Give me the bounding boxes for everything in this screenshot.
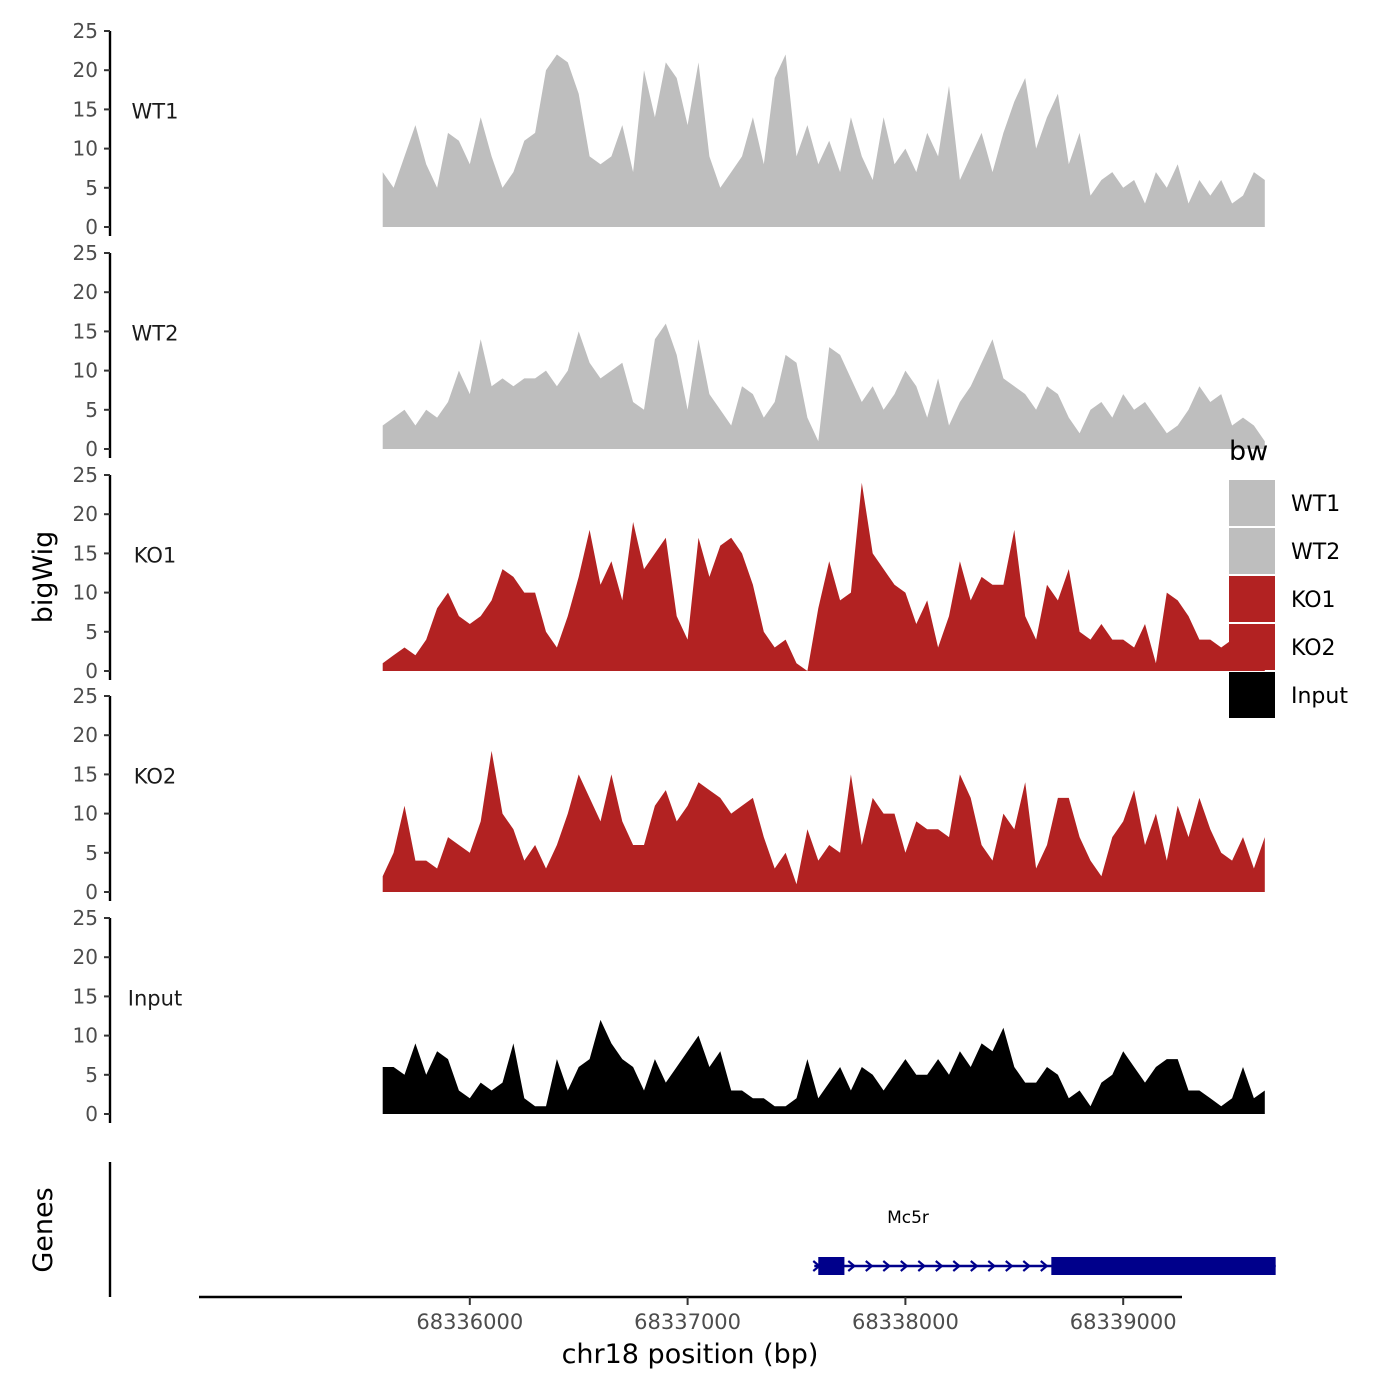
y-tick-label-wt1-10: 10 <box>73 137 98 161</box>
y-tick-label-wt1-20: 20 <box>73 58 98 82</box>
area-wt2 <box>382 323 1265 449</box>
y-tick-label-ko1-0: 0 <box>85 659 98 683</box>
gene-strand-arrow <box>952 1260 961 1272</box>
y-tick-label-ko2-5: 5 <box>85 841 98 865</box>
legend-label-ko1: KO1 <box>1291 588 1336 613</box>
y-tick-label-ko1-15: 15 <box>73 541 98 565</box>
y-tick-label-ko1-10: 10 <box>73 581 98 605</box>
area-ko2 <box>382 750 1265 892</box>
y-tick-label-wt2-20: 20 <box>73 280 98 304</box>
gene-model-mc5r <box>812 1257 1276 1275</box>
y-tick-label-input-15: 15 <box>73 984 98 1008</box>
track-ko2: 0 5 10 15 20 25 KO2 <box>73 684 1265 904</box>
track-ko1: 0 5 10 15 20 25 KO1 <box>73 463 1265 683</box>
x-axis: 68336000 68337000 68338000 68339000 <box>199 1295 1182 1334</box>
track-label-wt1: WT1 <box>132 99 179 123</box>
gene-strand-arrow <box>917 1260 926 1272</box>
legend-label-wt2: WT2 <box>1291 540 1340 565</box>
track-wt1: 0 5 10 15 20 25 WT1 <box>73 19 1265 239</box>
x-axis-title: chr18 position (bp) <box>562 1339 819 1370</box>
y-tick-label-wt2-5: 5 <box>85 398 98 422</box>
y-tick-label-wt1-25: 25 <box>73 19 98 43</box>
coverage-tracks: 0510152025WT10510152025WT20510152025KO10… <box>73 19 1265 1126</box>
y-tick-label-wt1-15: 15 <box>73 97 98 121</box>
y-tick-label-wt1-0: 0 <box>85 215 98 239</box>
track-label-wt2: WT2 <box>132 321 179 345</box>
gene-strand-arrow <box>865 1260 874 1272</box>
gene-strand-arrow <box>935 1260 944 1272</box>
x-tick-label-68336000: 68336000 <box>416 1310 523 1334</box>
track-label-input: Input <box>128 986 182 1010</box>
area-wt1 <box>382 54 1265 227</box>
y-tick-label-ko1-20: 20 <box>73 502 98 526</box>
y-tick-label-input-25: 25 <box>73 906 98 930</box>
legend: bw WT1 WT2 KO1 KO2 Input <box>1229 436 1348 718</box>
y-tick-label-input-20: 20 <box>73 945 98 969</box>
gene-strand-arrow <box>882 1260 891 1272</box>
track-input: 0 5 10 15 20 25 Input <box>73 906 1265 1126</box>
legend-label-ko2: KO2 <box>1291 636 1336 661</box>
gene-strand-arrow <box>1022 1260 1031 1272</box>
y-tick-label-wt2-15: 15 <box>73 319 98 343</box>
genes-track: Genes Mc5r <box>28 1162 1276 1297</box>
y-tick-label-ko2-25: 25 <box>73 684 98 708</box>
genes-track-label: Genes <box>28 1187 59 1272</box>
gene-name-label: Mc5r <box>887 1208 929 1228</box>
y-tick-label-input-10: 10 <box>73 1024 98 1048</box>
y-tick-label-ko2-20: 20 <box>73 723 98 747</box>
y-tick-label-wt2-0: 0 <box>85 437 98 461</box>
legend-label-wt1: WT1 <box>1291 492 1340 517</box>
legend-title: bw <box>1229 436 1268 467</box>
gene-strand-arrow <box>847 1260 856 1272</box>
track-label-ko1: KO1 <box>134 543 177 567</box>
y-tick-label-wt1-5: 5 <box>85 176 98 200</box>
y-tick-label-ko2-15: 15 <box>73 762 98 786</box>
x-tick-label-68339000: 68339000 <box>1070 1310 1177 1334</box>
legend-key-ko2 <box>1229 624 1275 670</box>
y-tick-label-ko2-0: 0 <box>85 880 98 904</box>
gene-strand-arrow <box>1040 1260 1049 1272</box>
track-label-ko2: KO2 <box>134 764 177 788</box>
gene-exon-1 <box>818 1257 845 1275</box>
gene-strand-arrow <box>1005 1260 1014 1272</box>
y-tick-label-ko1-5: 5 <box>85 620 98 644</box>
gene-strand-arrow <box>970 1260 979 1272</box>
legend-entries: WT1 WT2 KO1 KO2 Input <box>1229 480 1348 718</box>
legend-label-input: Input <box>1291 684 1348 709</box>
gene-exon-2 <box>1051 1257 1276 1275</box>
x-tick-label-68337000: 68337000 <box>634 1310 741 1334</box>
area-ko1 <box>382 482 1265 671</box>
y-axis-title: bigWig <box>28 531 59 624</box>
legend-key-wt2 <box>1229 528 1275 574</box>
y-tick-label-input-0: 0 <box>85 1102 98 1126</box>
track-wt2: 0 5 10 15 20 25 WT2 <box>73 241 1265 461</box>
area-input <box>382 1019 1265 1114</box>
y-tick-label-wt2-10: 10 <box>73 359 98 383</box>
legend-key-input <box>1229 672 1275 718</box>
legend-key-ko1 <box>1229 576 1275 622</box>
gene-strand-arrow <box>987 1260 996 1272</box>
gene-strand-arrow <box>900 1260 909 1272</box>
y-tick-label-ko2-10: 10 <box>73 802 98 826</box>
y-tick-label-ko1-25: 25 <box>73 463 98 487</box>
y-tick-label-input-5: 5 <box>85 1063 98 1087</box>
x-tick-label-68338000: 68338000 <box>852 1310 959 1334</box>
y-tick-label-wt2-25: 25 <box>73 241 98 265</box>
legend-key-wt1 <box>1229 480 1275 526</box>
